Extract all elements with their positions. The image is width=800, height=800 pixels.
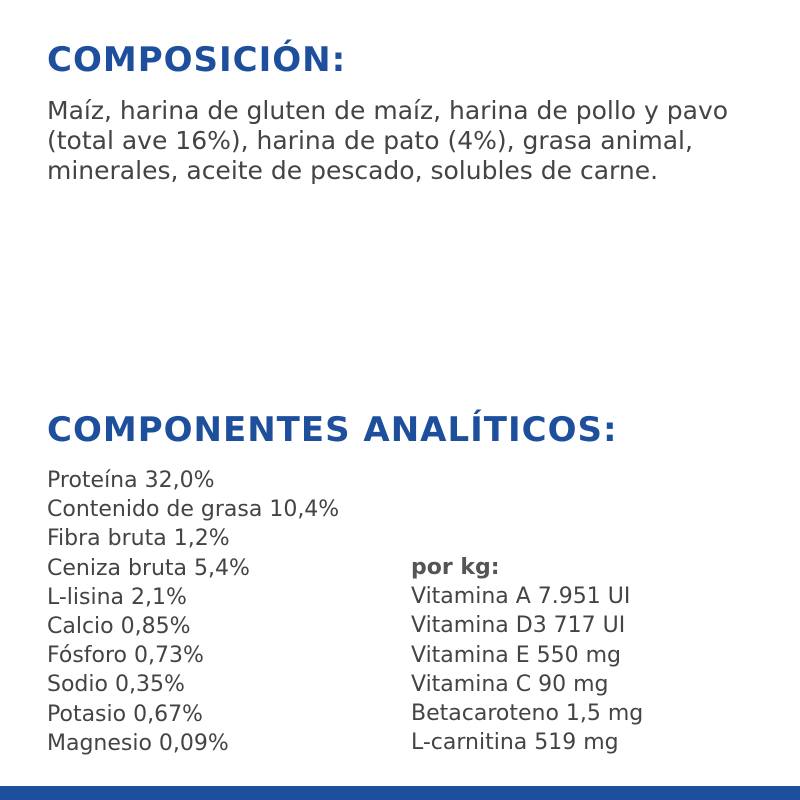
list-item: Betacaroteno 1,5 mg	[411, 701, 644, 727]
list-item: L-lisina 2,1%	[47, 584, 187, 610]
analytic-list: Proteína 32,0% Contenido de grasa 10,4% Fi…	[47, 466, 339, 758]
list-item: Vitamina C 90 mg	[411, 671, 609, 697]
list-item: Vitamina E 550 mg	[411, 642, 622, 668]
list-item: Vitamina D3 717 UI	[411, 613, 626, 639]
footer-bar	[0, 786, 800, 800]
list-item: Sodio 0,35%	[47, 672, 185, 698]
list-item: Vitamina A 7.951 UI	[411, 584, 631, 610]
section-title: COMPOSICIÓN:	[47, 40, 347, 80]
list-item: Proteína 32,0%	[47, 468, 215, 493]
list-item: Calcio 0,85%	[47, 614, 191, 640]
composition-text: Maíz, harina de gluten de maíz, harina d…	[47, 96, 729, 185]
list-item: Potasio 0,67%	[47, 701, 203, 727]
list-item: Fibra bruta 1,2%	[47, 526, 230, 552]
list-item: L-carnitina 519 mg	[411, 730, 619, 756]
list-item: Contenido de grasa 10,4%	[47, 497, 340, 523]
list-item: Magnesio 0,09%	[47, 730, 229, 756]
per-kg-title: por kg:	[411, 555, 500, 580]
per-kg-list: por kg: Vitamina A 7.951 UI Vitamina D3 7…	[411, 553, 643, 757]
list-item: Fósforo 0,73%	[47, 643, 204, 669]
list-item: Ceniza bruta 5,4%	[47, 555, 250, 581]
section-title: COMPONENTES ANALÍTICOS:	[47, 410, 618, 450]
